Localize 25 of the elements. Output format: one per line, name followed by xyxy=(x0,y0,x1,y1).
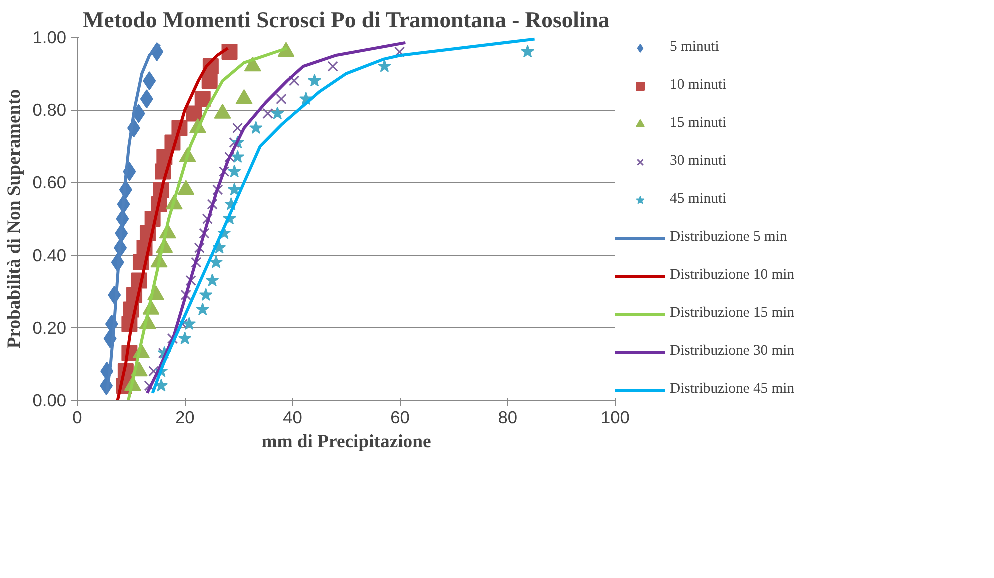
x-tick-label: 80 xyxy=(498,408,518,428)
legend-label: 45 minuti xyxy=(670,191,727,208)
x-tick-label: 20 xyxy=(175,408,195,428)
x-tick-label: 60 xyxy=(390,408,410,428)
legend-label: 10 minuti xyxy=(670,77,727,94)
y-tick-label: 0.40 xyxy=(32,245,67,266)
legend-label: Distribuzione 5 min xyxy=(670,229,788,246)
y-tick-label: 0.20 xyxy=(32,318,67,338)
x-tick-label: 100 xyxy=(601,408,630,428)
y-tick-label: 0.60 xyxy=(32,172,67,193)
legend-label: Distribuzione 15 min xyxy=(670,305,795,322)
y-axis-title: Probabilità di Non Superamento xyxy=(4,89,25,349)
y-tick-label: 0.80 xyxy=(32,100,67,120)
legend-label: Distribuzione 30 min xyxy=(670,343,795,360)
y-tick-label: 0.00 xyxy=(32,390,67,410)
x-tick-label: 0 xyxy=(72,408,82,428)
legend-label: 5 minuti xyxy=(670,39,720,56)
legend-label: Distribuzione 10 min xyxy=(670,267,795,284)
y-tick-label: 1.00 xyxy=(32,28,67,48)
chart-title: Metodo Momenti Scrosci Po di Tramontana - Rosolina xyxy=(82,8,610,32)
legend-label: Distribuzione 45 min xyxy=(670,381,795,398)
legend-label: 15 minuti xyxy=(670,115,727,132)
legend-label: 30 minuti xyxy=(670,153,727,170)
x-tick-label: 40 xyxy=(283,408,302,428)
x-axis-title: mm di Precipitazione xyxy=(262,432,432,452)
